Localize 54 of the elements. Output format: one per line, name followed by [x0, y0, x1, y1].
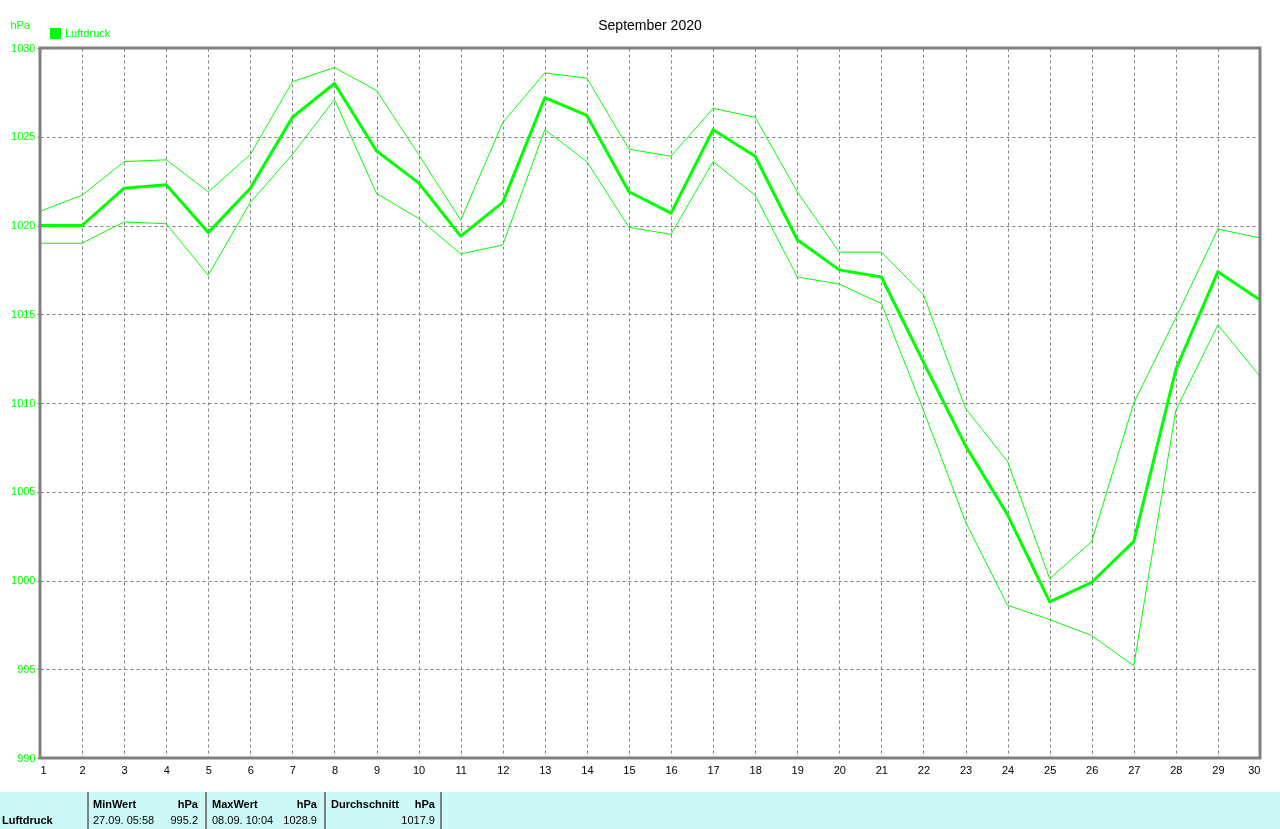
- text: Durchschnitt: [331, 798, 400, 810]
- y-tick-label: 1025: [11, 130, 36, 143]
- y-axis-title: hPa: [10, 18, 31, 31]
- x-tick-label: 7: [289, 763, 296, 776]
- y-tick-label: 1010: [11, 396, 36, 409]
- y-tick-label: 1015: [11, 307, 36, 320]
- text: Luftdruck: [2, 814, 54, 826]
- text: 1017.9: [401, 814, 435, 826]
- x-tick-label: 6: [247, 763, 254, 776]
- text: hPa: [414, 798, 436, 810]
- x-tick-label: 23: [959, 763, 973, 776]
- x-tick-label: 2: [79, 763, 86, 776]
- text: 27.09. 05:58: [93, 814, 155, 826]
- x-tick-label: 10: [413, 763, 426, 776]
- x-tick-label: 19: [791, 763, 804, 776]
- y-tick-label: 990: [17, 751, 36, 764]
- text: MaxWert: [212, 798, 258, 810]
- x-tick-label: 9: [373, 763, 381, 776]
- y-tick-label: 1020: [11, 219, 36, 231]
- chart-title: September 2020: [598, 17, 702, 33]
- x-tick-label: 26: [1086, 763, 1099, 776]
- text: hPa: [296, 798, 318, 810]
- x-tick-label: 25: [1044, 763, 1057, 776]
- text: 08.09. 10:04: [212, 814, 274, 826]
- x-tick-label: 21: [875, 763, 888, 776]
- x-tick-label: 16: [665, 763, 678, 776]
- x-tick-label: 15: [623, 763, 636, 776]
- x-tick-label: 29: [1212, 763, 1225, 776]
- x-tick-label: 8: [331, 763, 339, 776]
- y-tick-label: 995: [17, 662, 36, 675]
- y-tick-label: 1005: [11, 485, 36, 498]
- x-tick-label: 1: [40, 763, 47, 776]
- x-tick-label: 17: [707, 763, 720, 776]
- text: 995.2: [170, 814, 198, 826]
- text: 1028.9: [283, 814, 317, 826]
- x-tick-label: 3: [121, 763, 128, 776]
- x-tick-label: 18: [749, 763, 762, 776]
- x-tick-label: 12: [497, 763, 510, 776]
- x-tick-label: 30: [1248, 763, 1261, 776]
- x-tick-label: 4: [163, 763, 170, 776]
- text: MinWert: [93, 798, 137, 810]
- x-tick-label: 13: [539, 763, 552, 776]
- x-tick-label: 14: [581, 763, 594, 776]
- x-tick-label: 20: [833, 763, 846, 776]
- x-tick-label: 27: [1128, 763, 1141, 776]
- x-tick-label: 5: [205, 763, 212, 776]
- legend-label: Luftdruck: [65, 26, 111, 39]
- y-tick-label: 1030: [11, 41, 36, 54]
- x-tick-label: 28: [1170, 763, 1183, 776]
- x-tick-label: 11: [455, 763, 467, 776]
- y-tick-label: 1000: [11, 574, 36, 586]
- x-tick-label: 22: [917, 763, 931, 776]
- text: hPa: [177, 798, 199, 810]
- x-tick-label: 24: [1001, 763, 1015, 776]
